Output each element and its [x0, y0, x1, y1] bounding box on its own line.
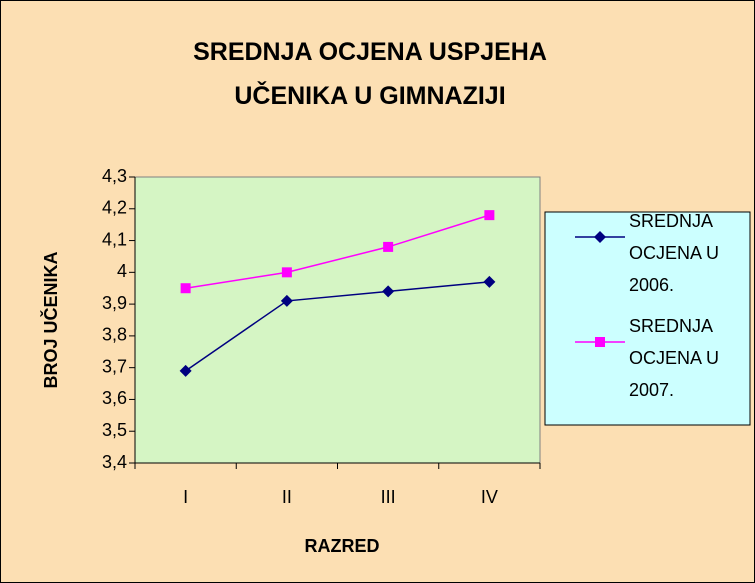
y-tick-label: 3,8: [102, 325, 127, 345]
title-box: SREDNJA OCJENA USPJEHA UČENIKA U GIMNAZI…: [193, 38, 547, 110]
y-tick-label: 3,9: [102, 293, 127, 313]
x-tick-label: III: [381, 487, 396, 507]
y-tick-label: 3,5: [102, 420, 127, 440]
marker: [484, 210, 495, 221]
legend-box: [544, 211, 751, 426]
marker: [280, 294, 293, 307]
legend-marker: [594, 231, 606, 243]
legend-marker: [595, 337, 605, 347]
series-line: [185, 281, 490, 372]
y-tick-label: 4,1: [102, 229, 127, 249]
marker: [382, 285, 395, 298]
y-tick-label: 3,4: [102, 452, 127, 472]
plot-area: [134, 176, 541, 464]
y-tick-label: 4,2: [102, 198, 127, 218]
legend-entry-box: SREDNJA OCJENA U 2006.: [629, 211, 720, 295]
marker: [180, 283, 191, 294]
y-tick-label: 4,3: [102, 166, 127, 186]
legend-entry-box: SREDNJA OCJENA U 2007.: [629, 316, 720, 400]
y-tick-label: 4: [117, 261, 127, 281]
legend-label: SREDNJA OCJENA U 2006.: [629, 211, 720, 295]
x-axis-label: RAZRED: [305, 536, 380, 556]
y-tick-label: 3,7: [102, 356, 127, 376]
marker: [383, 241, 394, 252]
series-line: [185, 214, 490, 289]
chart-title: SREDNJA OCJENA USPJEHA UČENIKA U GIMNAZI…: [193, 38, 547, 110]
x-tick-label: I: [183, 487, 188, 507]
y-axis-label: BROJ UČENIKA: [40, 251, 61, 388]
marker: [483, 275, 496, 288]
x-tick-label: IV: [481, 487, 498, 507]
marker: [281, 267, 292, 278]
y-tick-label: 3,6: [102, 388, 127, 408]
marker: [179, 364, 192, 377]
legend-label: SREDNJA OCJENA U 2007.: [629, 316, 720, 400]
x-tick-label: II: [282, 487, 292, 507]
